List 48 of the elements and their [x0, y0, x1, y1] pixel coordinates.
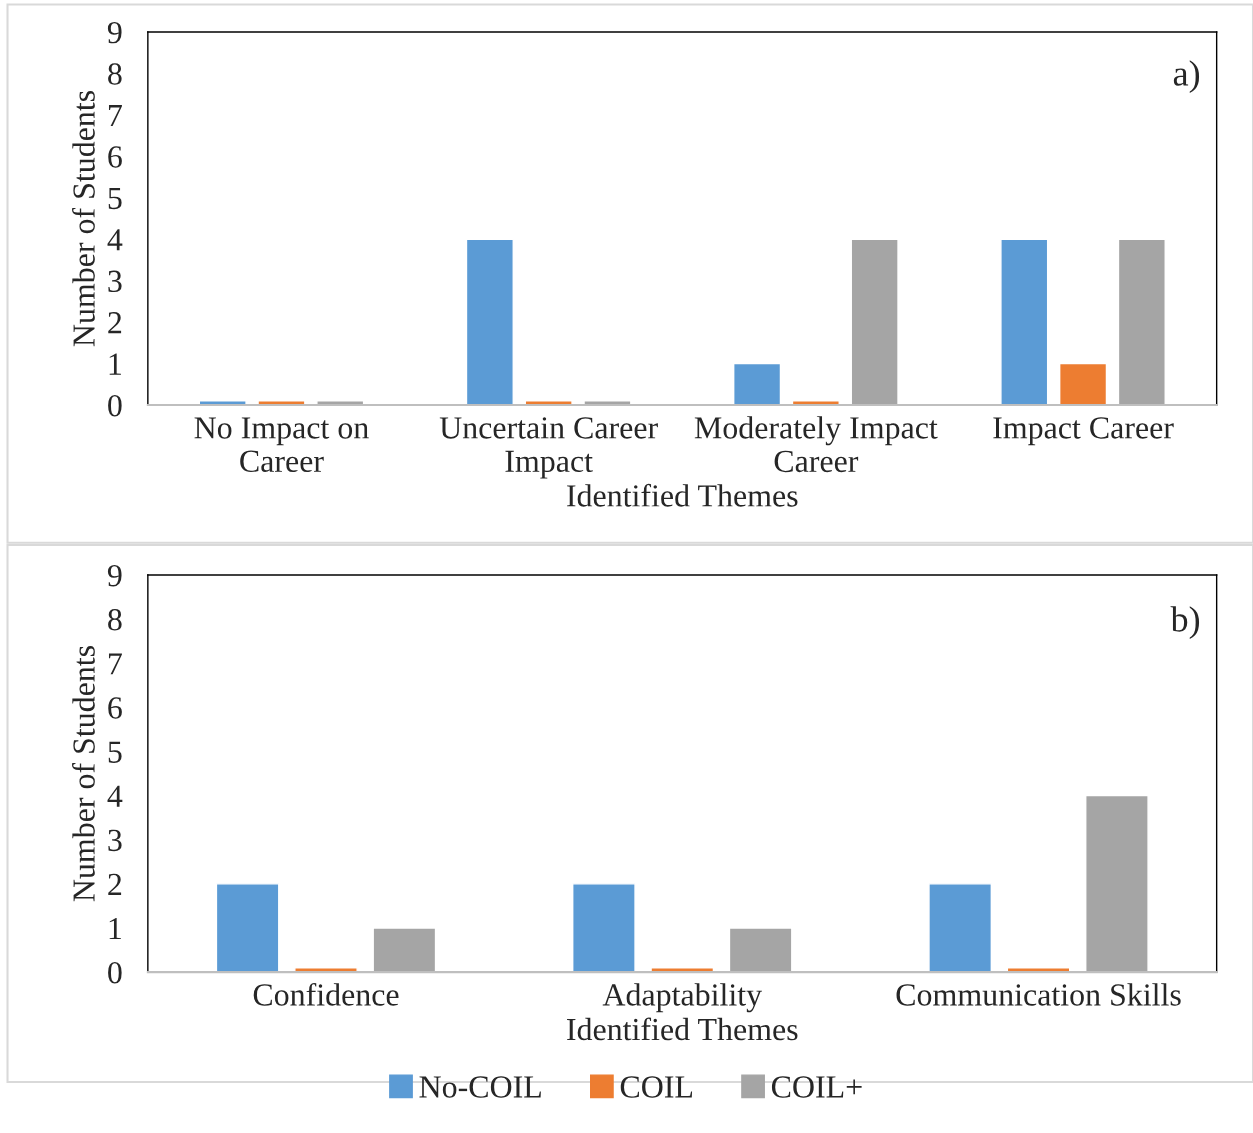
y-tick-label: 3 [108, 270, 122, 293]
y-tick-label: 0 [108, 394, 122, 417]
bar [1085, 794, 1149, 973]
y-tick-label: 9 [107, 564, 122, 587]
y-axis-title: Number of Students [72, 646, 95, 902]
legend-label: COIL [620, 1076, 693, 1098]
x-tick-label: No Impact on Career [194, 417, 369, 473]
y-tick-label: 2 [108, 873, 122, 895]
y-tick-label: 4 [107, 229, 123, 251]
x-tick-label: Moderately Impact Career [694, 416, 938, 473]
y-tick-label: 8 [108, 608, 122, 631]
bar [728, 927, 793, 973]
x-tick-label: Confidence [253, 982, 399, 1006]
annotation: a) [1173, 60, 1200, 94]
y-tick-label: 9 [107, 21, 122, 44]
y-tick-label: 7 [108, 653, 122, 675]
legend-label: COIL+ [771, 1076, 862, 1098]
x-tick-label: Adaptability [602, 983, 762, 1013]
x-tick-label: Communication Skills [896, 983, 1181, 1006]
y-axis-title: Number of Students [72, 91, 95, 347]
y-tick-label: 1 [109, 353, 121, 375]
y-tick-label: 1 [109, 917, 121, 940]
bar [215, 883, 280, 973]
y-tick-label: 5 [108, 741, 122, 763]
bar [372, 927, 437, 973]
y-tick-label: 0 [108, 961, 122, 984]
x-tick-label: Impact Career [993, 417, 1174, 446]
bar [1000, 238, 1049, 406]
bar [1117, 238, 1166, 406]
bar [1058, 362, 1108, 406]
x-axis-title: Identified Themes [567, 1017, 798, 1041]
y-tick-label: 5 [108, 187, 122, 210]
bar [732, 362, 782, 406]
y-tick-label: 6 [108, 697, 122, 719]
y-tick-label: 6 [108, 146, 122, 168]
y-tick-label: 7 [108, 105, 122, 126]
x-axis-title: Identified Themes [567, 483, 798, 507]
bar [850, 238, 899, 406]
y-tick-label: 8 [108, 63, 122, 85]
x-tick-label: Uncertain Career Impact [439, 417, 658, 479]
legend-label: No-COIL [419, 1076, 541, 1098]
bar [572, 883, 636, 973]
y-tick-label: 3 [108, 829, 122, 852]
annotation: b) [1170, 606, 1200, 640]
bar [928, 883, 993, 973]
bar [465, 238, 514, 406]
y-tick-label: 2 [108, 312, 122, 334]
y-tick-label: 4 [107, 785, 123, 807]
